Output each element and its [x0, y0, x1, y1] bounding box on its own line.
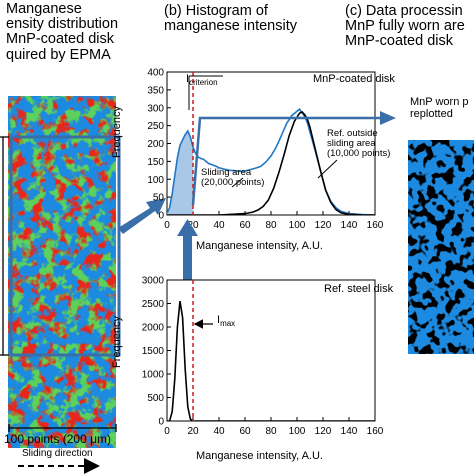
annotation-line: (20,000 points) — [201, 176, 265, 188]
x-tick-label: 60 — [239, 220, 251, 231]
panel-c-title-line: MnP-coated disk — [345, 33, 453, 50]
imax-label: Imax — [217, 314, 236, 329]
x-tick-label: 40 — [213, 220, 225, 231]
y-tick-label: 2500 — [142, 299, 165, 310]
y-tick-label: 3000 — [142, 276, 165, 287]
sliding-annotation-leader — [231, 177, 244, 188]
sliding-area-annotation: Sliding area (20,000 points) — [201, 168, 264, 188]
steel-to-histogram-arrow-shaft — [183, 232, 192, 280]
chart-top-title: MnP-coated disk — [313, 73, 395, 85]
x-tick-label: 80 — [265, 426, 277, 437]
x-tick-label: 120 — [315, 426, 332, 437]
reference-annotation-leader — [317, 159, 338, 179]
map-to-histogram-arrow — [118, 198, 166, 234]
x-tick-label: 0 — [164, 220, 170, 231]
chart-bottom-ylabel: Frequency — [111, 316, 123, 368]
y-tick-label: 300 — [147, 103, 164, 114]
x-tick-label: 20 — [187, 426, 199, 437]
panel-a-title-line: ensity distribution — [6, 16, 119, 33]
x-tick-label: 140 — [341, 426, 358, 437]
x-tick-label: 160 — [367, 426, 384, 437]
x-tick-label: 0 — [164, 426, 170, 437]
imax-symbol: I — [217, 314, 221, 326]
x-tick-label: 80 — [265, 220, 277, 231]
x-tick-label: 100 — [289, 426, 306, 437]
y-tick-label: 50 — [153, 193, 165, 204]
criterion-subscript: criterion — [189, 78, 218, 88]
chart-top-ylabel: Frequency — [111, 106, 123, 158]
x-tick-label: 20 — [187, 220, 199, 231]
annotation-line: sliding area — [327, 137, 376, 149]
chart-top-xaxis: 0 20 40 60 80 100 120 140 160 — [164, 211, 384, 231]
sliding-direction-label: Sliding direction — [22, 448, 93, 459]
panel-c-title-line: MnP fully worn are — [345, 18, 465, 35]
sliding-area-frame — [9, 135, 121, 357]
map-blue-regions — [8, 96, 116, 448]
chart-mnp-coated: 0 50 100 150 200 250 300 350 400 0 20 40 60 80 100 120… — [147, 68, 383, 232]
panel-c-title-line: (c) Data processin — [345, 3, 463, 19]
y-tick-label: 350 — [147, 85, 164, 96]
panel-c-worn-label: MnP worn p replotted — [410, 96, 469, 120]
epma-intensity-map — [8, 96, 116, 448]
criterion-symbol: I — [186, 73, 190, 85]
chart-top-xlabel: Manganese intensity, A.U. — [196, 240, 323, 252]
x-tick-label: 100 — [289, 220, 306, 231]
y-tick-label: 250 — [147, 121, 164, 132]
chart-ref-steel: 0 500 1000 1500 2000 2500 3000 0 20 40 60 80 100 120… — [142, 276, 384, 438]
panel-a-title-line: Manganese — [6, 1, 82, 17]
reference-annotation: Ref. outside sliding area (10,000 points… — [327, 129, 390, 159]
connector-arrowhead — [380, 111, 396, 125]
y-tick-label: 0 — [158, 211, 164, 222]
y-tick-label: 500 — [147, 393, 164, 404]
x-tick-label: 40 — [213, 426, 225, 437]
sliding-area-low-fill — [167, 131, 193, 215]
chart-bottom-xlabel: Manganese intensity, A.U. — [196, 450, 323, 462]
panel-a-title-line: MnP-coated disk — [6, 31, 114, 48]
worn-label-line: MnP worn p — [410, 96, 469, 108]
panel-a-title: Manganese ensity distribution MnP-coated… — [6, 1, 119, 63]
annotation-line: Sliding area — [201, 167, 252, 178]
connector-to-panel-c — [191, 116, 382, 206]
panel-c-title: (c) Data processin MnP fully worn are Mn… — [345, 3, 465, 50]
y-tick-label: 1000 — [142, 370, 165, 381]
imax-subscript: max — [220, 319, 236, 329]
panel-b-title-line: manganese intensity — [164, 18, 297, 35]
panel-b-title: (b) Histogram of manganese intensity — [164, 3, 297, 35]
chart-top-frame — [166, 71, 376, 216]
x-tick-label: 140 — [341, 220, 358, 231]
y-tick-label: 1500 — [142, 346, 165, 357]
y-tick-label: 400 — [147, 68, 164, 79]
panel-a-title-line: quired by EPMA — [6, 46, 111, 63]
y-tick-label: 0 — [158, 417, 164, 428]
annotation-line: (10,000 points) — [327, 147, 391, 159]
panel-b-title-line: (b) Histogram of — [164, 3, 268, 19]
steel-to-histogram-arrow-head — [177, 219, 198, 236]
worn-label-line: replotted — [410, 107, 453, 120]
y-tick-label: 2000 — [142, 323, 165, 334]
chart-bottom-yaxis: 0 500 1000 1500 2000 2500 3000 — [142, 276, 171, 428]
y-tick-label: 150 — [147, 157, 164, 168]
x-tick-label: 160 — [367, 220, 384, 231]
chart-top-yaxis: 0 50 100 150 200 250 300 350 400 — [147, 68, 171, 222]
y-tick-label: 100 — [147, 175, 164, 186]
chart-bottom-title: Ref. steel disk — [324, 283, 394, 295]
map-width-label: 100 points (200 μm) — [4, 432, 111, 446]
y-tick-label: 200 — [147, 139, 164, 150]
chart-bottom-xaxis: 0 20 40 60 80 100 120 140 160 — [164, 417, 384, 437]
annotation-line: Ref. outside — [327, 128, 378, 139]
x-tick-label: 60 — [239, 426, 251, 437]
x-tick-label: 120 — [315, 220, 332, 231]
series-line-steel — [167, 300, 375, 421]
chart-bottom-frame — [166, 279, 376, 422]
worn-area-specks — [408, 140, 474, 354]
criterion-label: Icriterion — [186, 73, 218, 88]
